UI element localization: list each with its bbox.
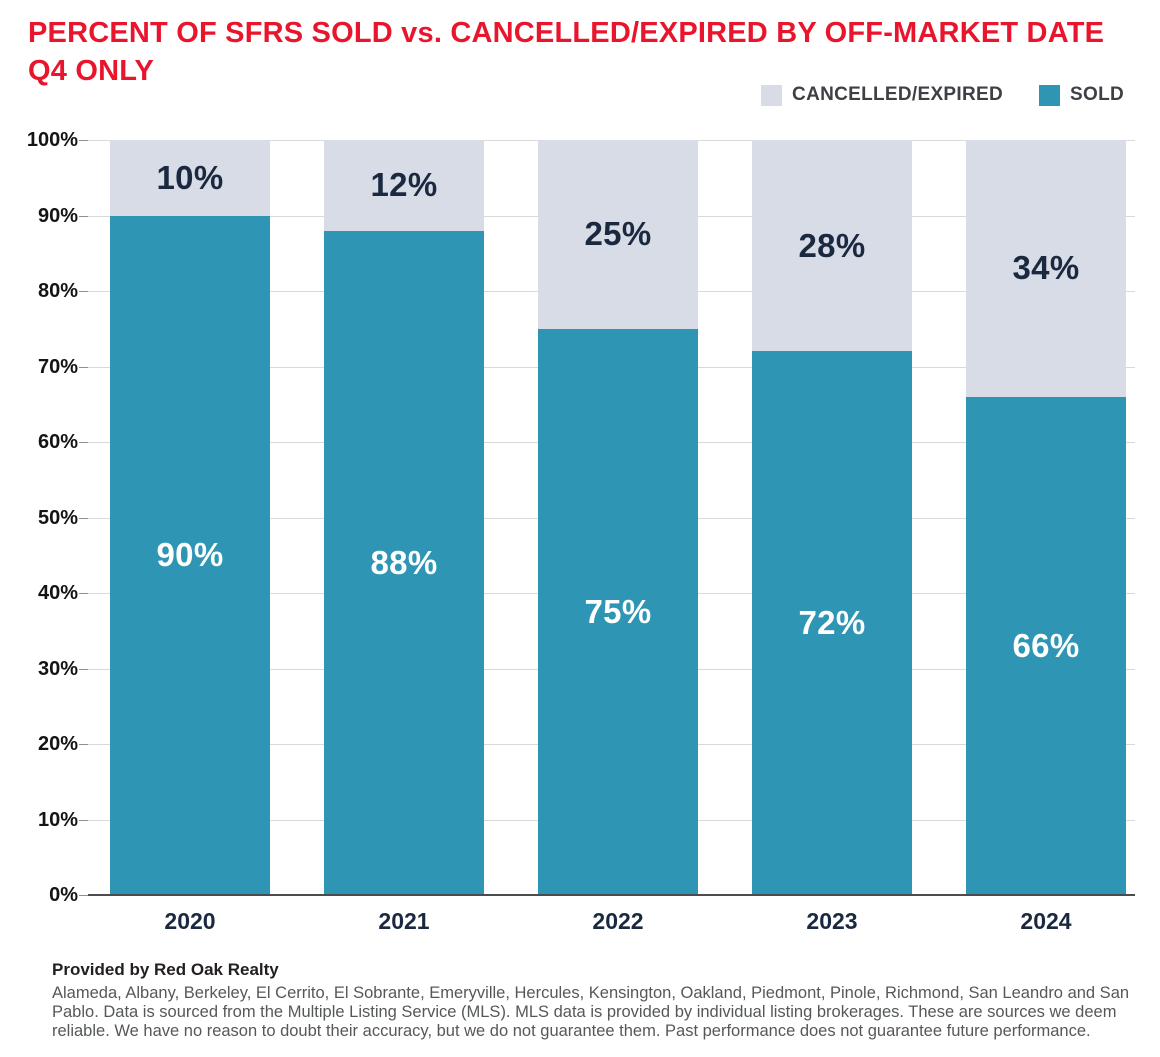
stacked-bar-chart: 0% 10% 20% 30% 40% 50% 60% 70% 80% 90% 100% 10% 90%… [0, 129, 1160, 950]
sold-value-label: 72% [798, 604, 866, 642]
segment-sold: 75% [538, 328, 698, 895]
sold-value-label: 66% [1012, 626, 1080, 664]
legend-label: CANCELLED/EXPIRED [792, 84, 1004, 105]
segment-cancelled-expired: 34% [966, 140, 1126, 397]
bar-2020: 10% 90% [110, 140, 270, 895]
segment-sold: 72% [752, 351, 912, 895]
y-tick-label: 40% [37, 582, 78, 604]
y-tick-label: 0% [49, 884, 78, 906]
y-tick-mark [79, 744, 88, 745]
y-tick-mark [79, 895, 88, 896]
y-tick-label: 10% [37, 808, 78, 831]
x-tick-label: 2022 [592, 908, 644, 934]
chart-title-line2: Q4 ONLY [28, 55, 155, 87]
legend-item: CANCELLED/EXPIRED [761, 84, 1003, 106]
x-axis: 2020 2021 2022 2023 2024 [88, 908, 1135, 944]
legend: CANCELLED/EXPIRED SOLD [761, 84, 1124, 106]
segment-cancelled-expired: 12% [324, 140, 484, 231]
y-tick-label: 60% [37, 431, 78, 453]
segment-cancelled-expired: 28% [752, 140, 912, 352]
chart-title: PERCENT OF SFRS SOLD vs. CANCELLED/EXPIR… [28, 14, 1140, 90]
x-tick-label: 2021 [378, 908, 430, 934]
cancelled-expired-value-label: 25% [584, 215, 652, 253]
x-tick-label: 2024 [1020, 908, 1072, 934]
y-tick-mark [79, 593, 88, 594]
y-tick-label: 20% [37, 733, 78, 755]
provided-by-text: Provided by Red Oak Realty [52, 960, 279, 979]
x-tick-label: 2020 [164, 908, 216, 934]
plot-area: 10% 90% 12% 88% 25% 75% 28% 72% 34% 66% [79, 140, 1135, 896]
legend-swatch [1039, 84, 1061, 106]
y-tick-mark [79, 819, 88, 821]
y-tick-label: 100% [26, 129, 78, 151]
y-tick-mark [79, 517, 88, 519]
y-tick-label: 70% [37, 355, 78, 378]
y-tick-mark [79, 366, 88, 368]
segment-sold: 66% [966, 396, 1126, 895]
y-tick-mark [79, 215, 88, 217]
y-tick-label: 50% [37, 506, 78, 529]
x-axis-line [88, 894, 1135, 896]
bar-2022: 25% 75% [538, 140, 698, 895]
legend-item: SOLD [1039, 84, 1124, 106]
cancelled-expired-value-label: 12% [370, 166, 438, 204]
segment-cancelled-expired: 10% [110, 140, 270, 216]
sold-value-label: 90% [156, 536, 224, 574]
sold-value-label: 88% [370, 543, 438, 581]
segment-sold: 88% [324, 230, 484, 895]
y-tick-label: 80% [37, 280, 78, 302]
footer: Provided by Red Oak Realty Alameda, Alba… [52, 960, 1145, 1041]
bar-2021: 12% 88% [324, 140, 484, 895]
bar-2023: 28% 72% [752, 140, 912, 895]
y-tick-label: 90% [37, 204, 78, 227]
sold-value-label: 75% [584, 592, 652, 630]
y-tick-mark [79, 668, 88, 670]
y-tick-mark [79, 291, 88, 292]
chart-title-line1: PERCENT OF SFRS SOLD vs. CANCELLED/EXPIR… [28, 17, 1105, 49]
segment-cancelled-expired: 25% [538, 140, 698, 329]
cancelled-expired-value-label: 10% [156, 158, 224, 196]
cancelled-expired-value-label: 34% [1012, 249, 1080, 287]
disclaimer-text: Alameda, Albany, Berkeley, El Cerrito, E… [52, 984, 1130, 1040]
segment-sold: 90% [110, 215, 270, 895]
y-tick-label: 30% [37, 657, 78, 680]
y-tick-mark [79, 442, 88, 443]
cancelled-expired-value-label: 28% [798, 226, 866, 264]
legend-swatch [761, 84, 783, 106]
x-tick-label: 2023 [806, 908, 858, 934]
legend-label: SOLD [1070, 84, 1124, 105]
bar-2024: 34% 66% [966, 140, 1126, 895]
y-tick-mark [79, 140, 88, 141]
